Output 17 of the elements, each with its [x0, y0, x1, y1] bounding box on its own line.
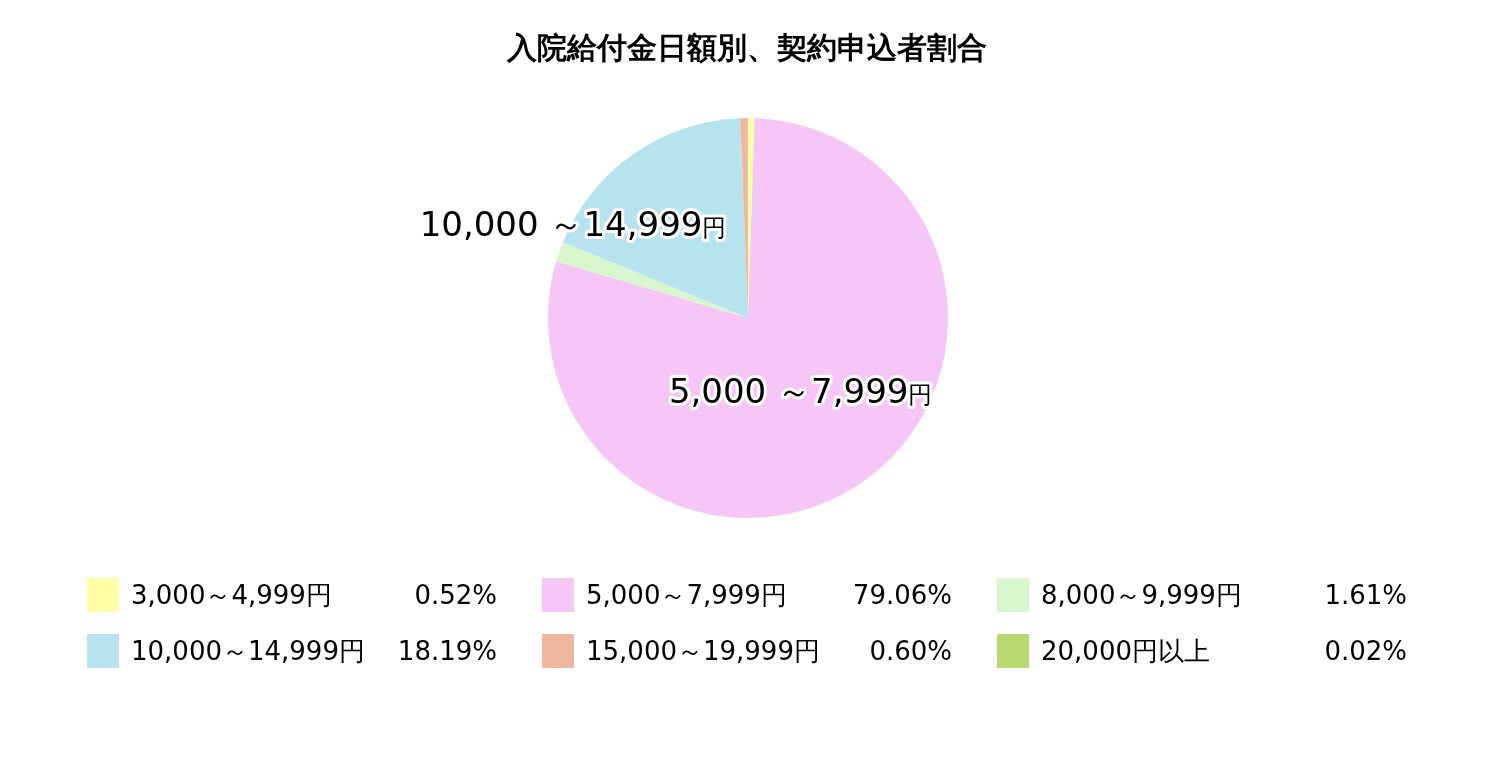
legend-label: 15,000～19,999円 [586, 636, 820, 666]
pie-slice [548, 118, 948, 518]
pie-slice [556, 242, 748, 318]
data-label: 0.52% [414, 580, 497, 610]
legend-label: 5,000～7,999円 [586, 580, 787, 610]
chart-title: 入院給付金日額別、契約申込者割合 [506, 30, 987, 65]
text: 5,000 ～7,999円 [668, 370, 933, 411]
data-label: 79.06% [852, 580, 952, 610]
data-label: 0.60% [869, 636, 952, 666]
text: 10,000 ～14,999円 [419, 204, 727, 245]
data-label: 18.19% [397, 636, 497, 666]
legend-label: 10,000～14,999円 [131, 636, 365, 666]
data-label: 1.61% [1324, 580, 1407, 610]
legend-label: 8,000～9,999円 [1041, 580, 1242, 610]
legend-label: 3,000～4,999円 [131, 580, 332, 610]
data-label: 0.02% [1324, 636, 1407, 666]
legend-label: 20,000円以上 [1041, 636, 1210, 666]
